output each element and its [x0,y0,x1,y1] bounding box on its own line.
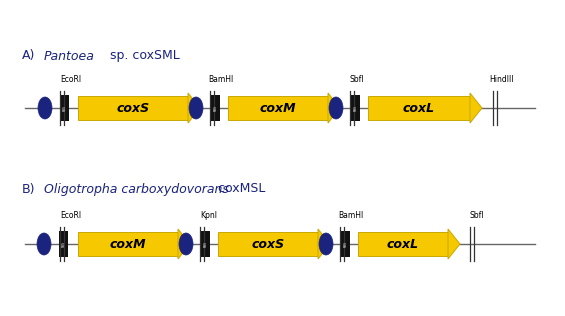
Ellipse shape [189,97,203,119]
Text: coxL: coxL [387,238,419,251]
Bar [78,96,188,120]
Text: RBS: RBS [63,105,67,111]
Text: BamHI: BamHI [208,75,233,84]
Bar [228,96,328,120]
Ellipse shape [179,233,193,255]
Text: KpnI: KpnI [200,211,217,220]
Text: BamHI: BamHI [338,211,363,220]
Text: SbfI: SbfI [350,75,364,84]
Text: Oligotropha carboxydovorans: Oligotropha carboxydovorans [44,183,229,196]
Bar [211,95,220,121]
Bar [60,95,69,121]
Bar [368,96,470,120]
Ellipse shape [319,233,333,255]
Text: coxM: coxM [260,101,296,114]
Bar [78,232,178,256]
Bar [358,232,448,256]
Ellipse shape [38,97,52,119]
Text: coxS: coxS [251,238,285,251]
Text: RBS: RBS [203,241,207,247]
Polygon shape [178,229,190,259]
Polygon shape [448,229,460,259]
Text: RBS: RBS [354,105,358,111]
Text: coxMSL: coxMSL [214,183,266,196]
Text: EcoRI: EcoRI [60,75,81,84]
Text: RBS: RBS [344,241,347,247]
Bar [218,232,318,256]
Text: coxS: coxS [116,101,150,114]
Polygon shape [188,93,200,123]
Text: RBS: RBS [214,105,218,111]
Text: Pantoea: Pantoea [44,50,95,63]
Text: HindIII: HindIII [489,75,514,84]
Bar [341,231,350,257]
Polygon shape [470,93,482,123]
Bar [59,231,68,257]
Bar [201,231,210,257]
Bar [351,95,360,121]
Text: RBS: RBS [62,241,66,247]
Text: EcoRI: EcoRI [60,211,81,220]
Text: coxL: coxL [403,101,435,114]
Text: SbfI: SbfI [470,211,485,220]
Text: coxM: coxM [110,238,146,251]
Polygon shape [328,93,340,123]
Ellipse shape [329,97,343,119]
Ellipse shape [37,233,51,255]
Text: B): B) [22,183,36,196]
Polygon shape [318,229,330,259]
Text: sp. coxSML: sp. coxSML [106,50,180,63]
Text: A): A) [22,50,36,63]
